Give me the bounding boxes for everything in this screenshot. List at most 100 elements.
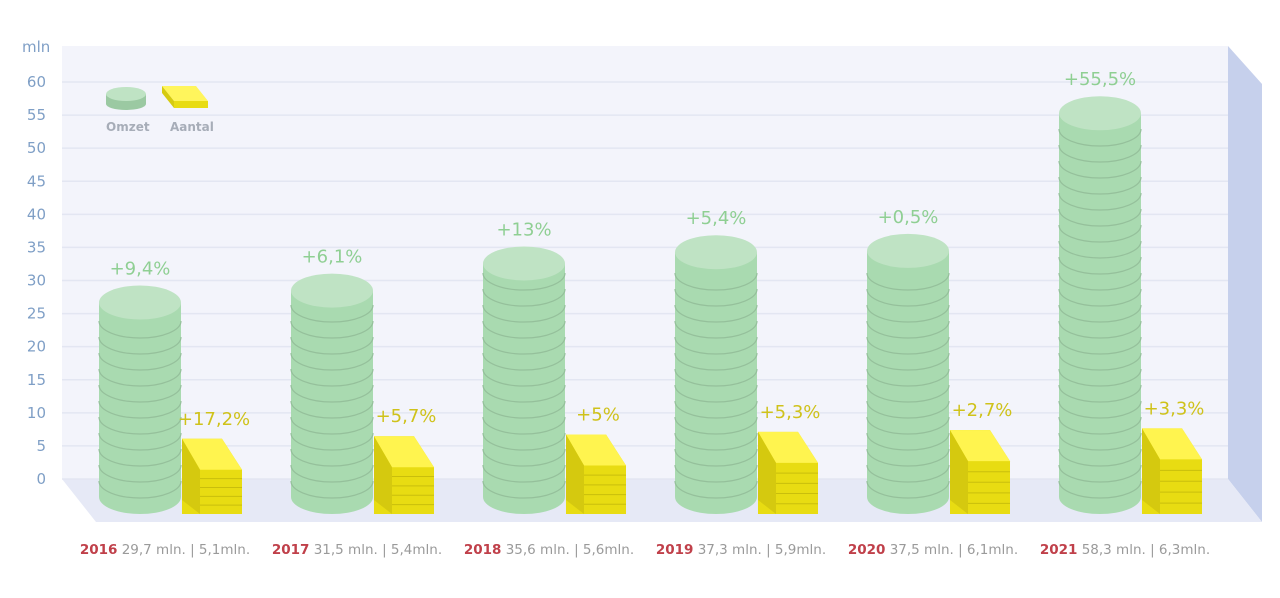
y-tick-label: 55 [27, 106, 46, 124]
legend-aantal-front [174, 101, 208, 108]
aantal-bar-side [1142, 428, 1160, 514]
legend-omzet-top [106, 87, 146, 101]
aantal-growth-label: +17,2% [178, 409, 250, 430]
omzet-bar [98, 285, 182, 514]
omzet-coin-ridge [290, 480, 374, 499]
omzet-bar [866, 233, 950, 514]
side-wall [1228, 46, 1262, 522]
omzet-coin-ridge [98, 336, 182, 355]
y-tick-label: 50 [27, 139, 46, 157]
omzet-coin-ridge [866, 352, 950, 371]
omzet-coin-ridge [290, 320, 374, 339]
omzet-bar-bottom [483, 480, 565, 514]
omzet-coin-ridge [1058, 160, 1142, 179]
omzet-coin-ridge [482, 448, 566, 467]
omzet-coin-ridge [290, 336, 374, 355]
omzet-coin-ridge [482, 272, 566, 291]
caption-values: 37,3 mln. | 5,9mln. [693, 542, 826, 558]
y-tick-label: 0 [36, 470, 46, 488]
caption-year: 2017 [272, 542, 310, 558]
omzet-coin-ridge [1058, 224, 1142, 243]
omzet-coin-ridge [482, 304, 566, 323]
omzet-coin-ridge [290, 464, 374, 483]
omzet-coin-ridge [98, 320, 182, 339]
omzet-growth-label: +6,1% [302, 247, 363, 268]
omzet-growth-label: +55,5% [1064, 69, 1136, 90]
aantal-growth-label: +2,7% [952, 400, 1013, 421]
omzet-coin-ridge [1058, 272, 1142, 291]
omzet-coin-ridge [866, 416, 950, 435]
y-tick-label: 35 [27, 238, 46, 256]
omzet-coin-ridge [482, 432, 566, 451]
y-tick-label: 60 [27, 73, 46, 91]
omzet-coin-ridge [482, 384, 566, 403]
omzet-coin-ridge [1058, 128, 1142, 147]
omzet-coin-ridge [866, 304, 950, 323]
omzet-coin-ridge [482, 336, 566, 355]
omzet-bar [674, 235, 758, 514]
back-wall [62, 46, 1228, 479]
aantal-bar [374, 436, 434, 514]
omzet-coin-ridge [1058, 288, 1142, 307]
omzet-bar [1058, 96, 1142, 514]
omzet-coin-ridge [674, 400, 758, 419]
aantal-bar-top [1142, 428, 1202, 460]
caption-values: 29,7 mln. | 5,1mln. [117, 542, 250, 558]
y-tick-label: 25 [27, 305, 46, 323]
omzet-coin-ridge [1058, 208, 1142, 227]
omzet-coin-ridge [866, 272, 950, 291]
omzet-coin-ridge [290, 304, 374, 323]
omzet-coin-ridge [866, 320, 950, 339]
bars [98, 96, 1202, 514]
y-tick-label: 5 [36, 437, 46, 455]
grid-lines [62, 81, 1228, 480]
omzet-coin-ridge [98, 368, 182, 387]
omzet-coin-ridge [1058, 144, 1142, 163]
omzet-growth-label: +5,4% [686, 208, 747, 229]
aantal-growth-label: +5,3% [760, 402, 821, 423]
y-axis: mln 0 5 10 15 20 25 30 35 40 45 50 55 60 [22, 38, 50, 488]
omzet-bar-bottom [99, 480, 181, 514]
omzet-coin-ridge [98, 416, 182, 435]
omzet-coin-ridge [98, 400, 182, 419]
omzet-coin-ridge [866, 464, 950, 483]
caption-values: 58,3 mln. | 6,3mln. [1077, 542, 1210, 558]
omzet-coin-ridge [674, 320, 758, 339]
caption-year: 2018 [464, 542, 502, 558]
category-caption: 2018 35,6 mln. | 5,6mln. [464, 542, 634, 558]
omzet-coin-ridge [866, 432, 950, 451]
aantal-bar-top [374, 436, 434, 468]
omzet-coin-ridge [866, 400, 950, 419]
omzet-coin-ridge [482, 320, 566, 339]
omzet-bar-bottom [1059, 480, 1141, 514]
omzet-coin-ridge [674, 368, 758, 387]
omzet-coin-ridge [290, 384, 374, 403]
omzet-coin-ridge [674, 288, 758, 307]
y-tick-label: 45 [27, 172, 46, 190]
category-caption: 2020 37,5 mln. | 6,1mln. [848, 542, 1018, 558]
omzet-bar [482, 246, 566, 514]
omzet-coin-ridge [290, 448, 374, 467]
category-captions: 2016 29,7 mln. | 5,1mln. 2017 31,5 mln. |… [80, 542, 1210, 558]
omzet-coin-ridge [290, 400, 374, 419]
omzet-coin-ridge [866, 384, 950, 403]
omzet-bar [290, 273, 374, 514]
omzet-bar-bottom [291, 480, 373, 514]
omzet-coin-ridge [866, 448, 950, 467]
omzet-coin-ridge [1058, 320, 1142, 339]
omzet-bar-top [675, 235, 757, 270]
omzet-coin-ridge [1058, 400, 1142, 419]
aantal-bar-top [758, 431, 818, 463]
aantal-bar [182, 438, 242, 514]
aantal-bar-top [950, 430, 1010, 462]
omzet-bar-body [867, 250, 949, 497]
aantal-bar-side [566, 434, 584, 514]
omzet-coin-ridge [674, 448, 758, 467]
omzet-bar-bottom [675, 480, 757, 514]
omzet-coin-ridge [1058, 480, 1142, 499]
omzet-bar-body [675, 252, 757, 497]
omzet-coin-ridge [482, 480, 566, 499]
growth-labels: +9,4% +17,2% +6,1% +5,7% +13% +5% +5,4% +5,3% +0… [110, 69, 1205, 430]
omzet-coin-ridge [1058, 256, 1142, 275]
